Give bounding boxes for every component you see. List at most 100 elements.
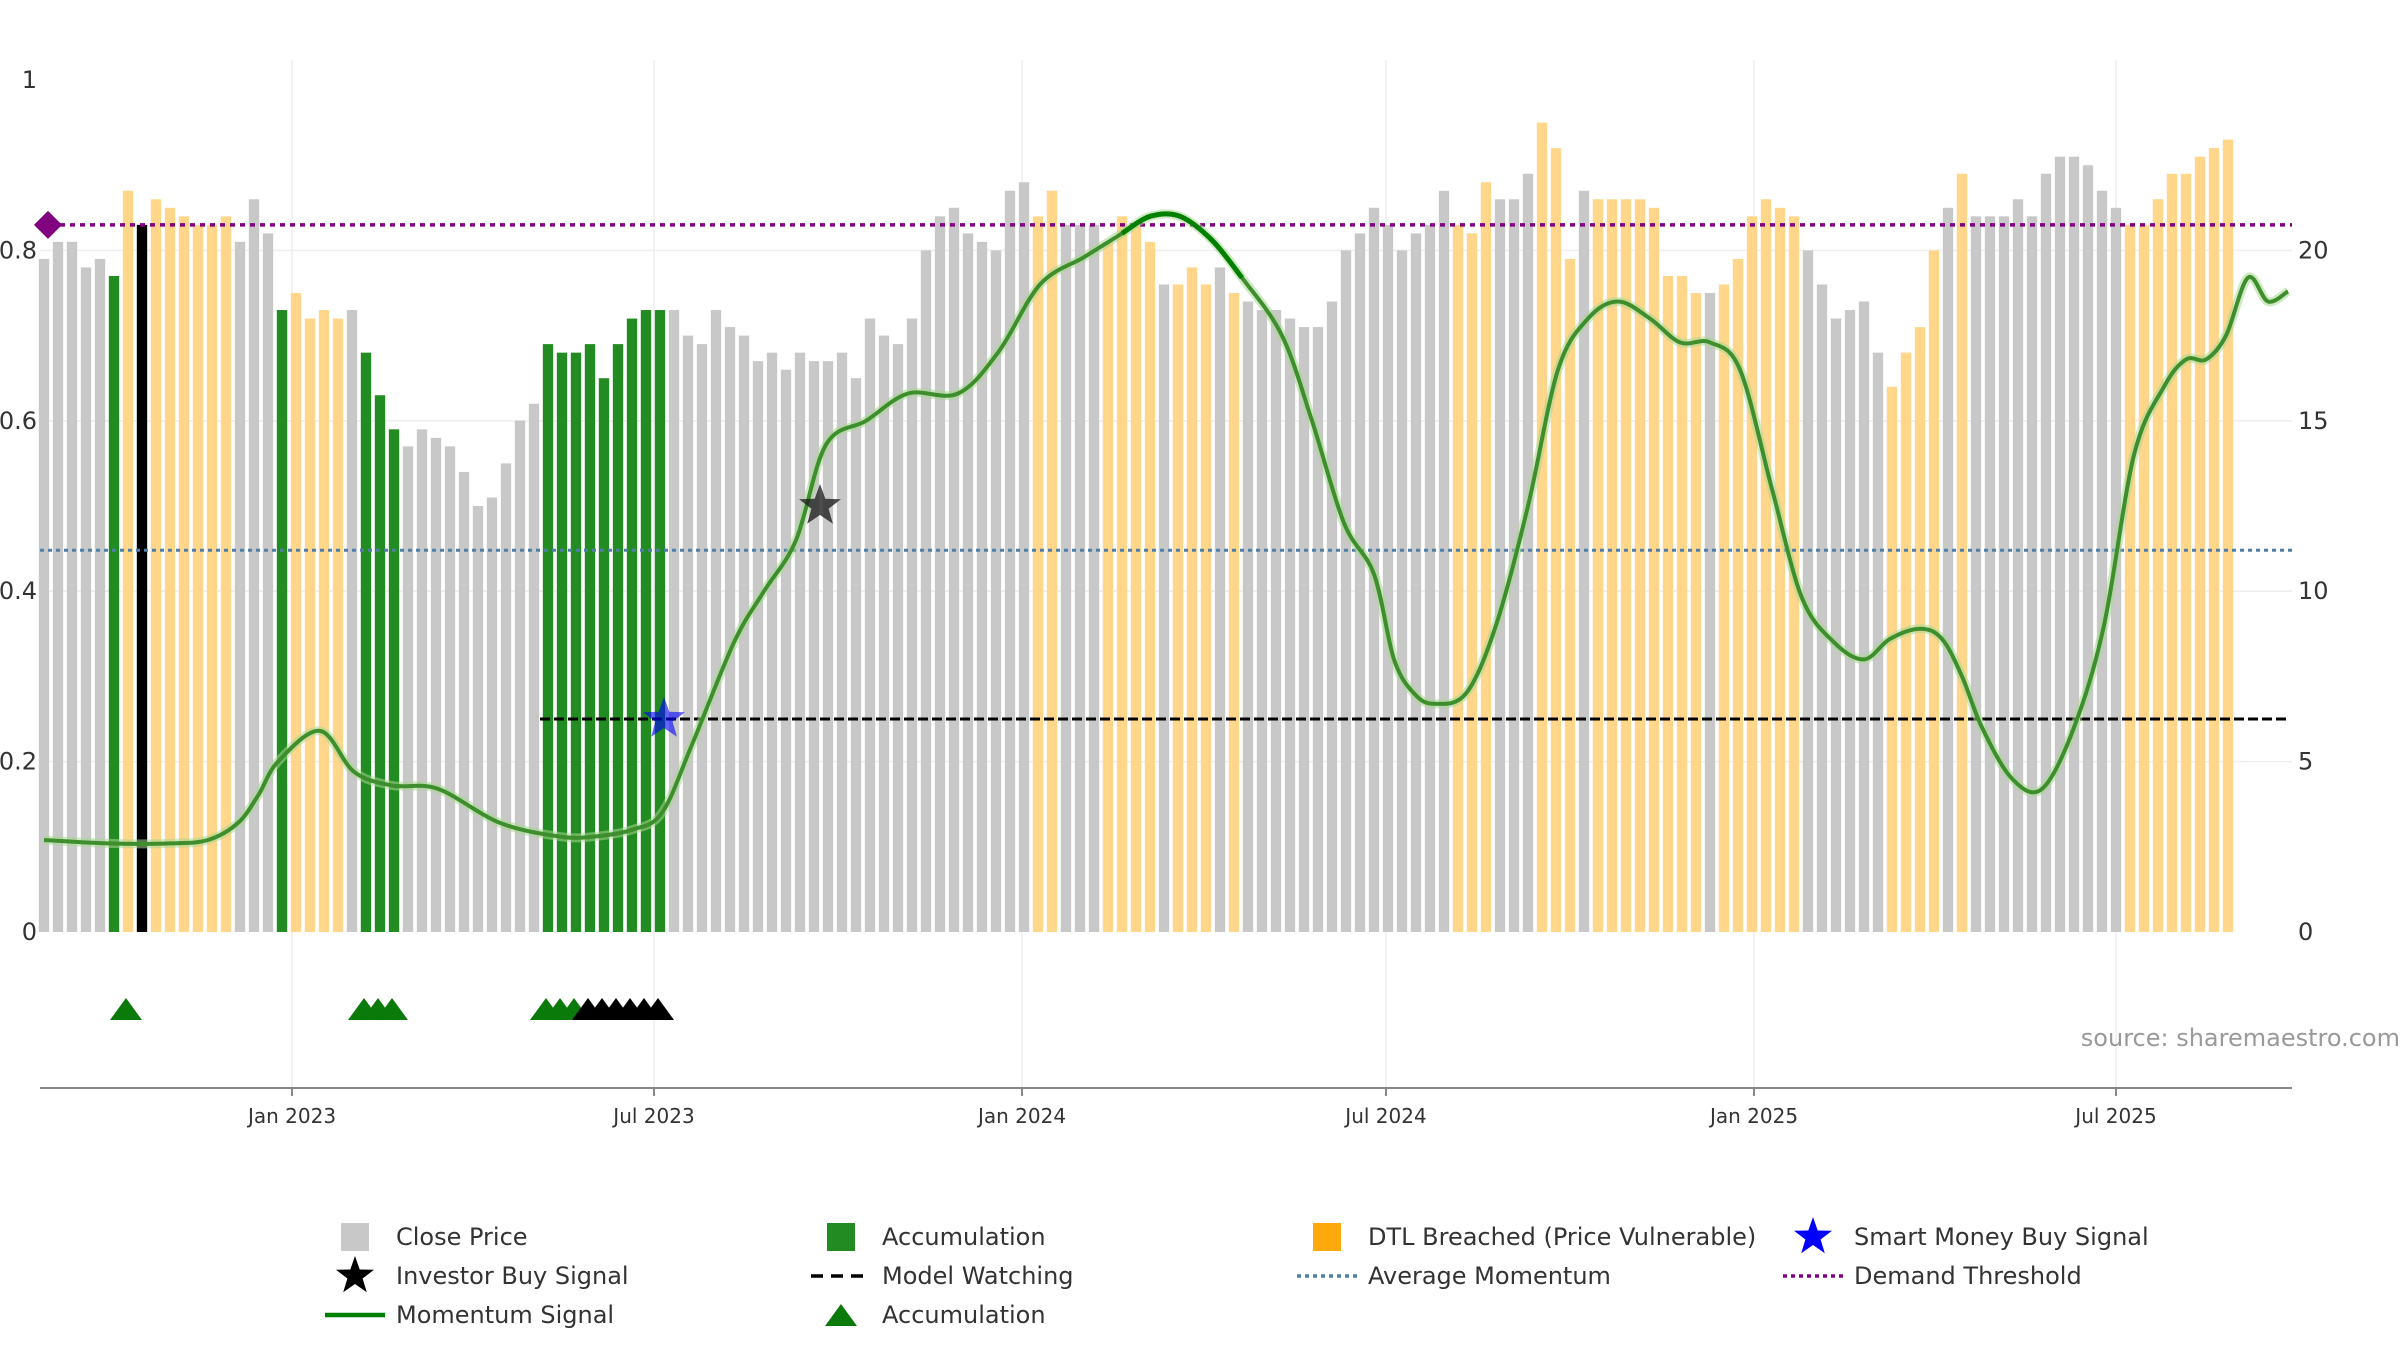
dtl-breached-bar: [1956, 173, 1968, 933]
dtl-breached-bar: [2180, 173, 2192, 933]
close-price-bar: [1998, 216, 2010, 932]
close-price-bar: [52, 241, 64, 932]
dtl-breached-bar: [1634, 199, 1646, 932]
accumulation-bar: [584, 344, 596, 932]
close-price-bar: [1970, 216, 1982, 932]
accumulation-triangle: [110, 998, 142, 1020]
y-tick-label: 1: [22, 66, 37, 94]
close-price-bar: [2040, 173, 2052, 933]
dtl-breached-bar: [290, 293, 302, 932]
accumulation-bar: [570, 352, 582, 932]
source-label: source: sharemaestro.com: [2081, 1024, 2400, 1052]
dtl-breached-bar: [2152, 199, 2164, 932]
close-price-bar: [430, 437, 442, 932]
dtl-breached-bar: [122, 190, 134, 932]
close-price-bar: [402, 446, 414, 932]
close-price-bar: [864, 318, 876, 932]
close-price-bar: [514, 420, 526, 932]
dtl-breached-bar: [1102, 241, 1114, 932]
close-price-bar: [1326, 301, 1338, 932]
close-price-bar: [472, 506, 484, 932]
close-price-bar: [1858, 301, 1870, 932]
close-price-bar: [1522, 173, 1534, 933]
close-price-bar: [850, 378, 862, 932]
accumulation-bar: [360, 352, 372, 932]
legend-model-watching-label: Model Watching: [882, 1262, 1074, 1290]
legend-smart-money-label: Smart Money Buy Signal: [1854, 1223, 2149, 1251]
dtl-breached-bar: [1186, 267, 1198, 932]
close-price-bar: [1284, 318, 1296, 932]
close-price-bar: [1942, 207, 1954, 933]
close-price-bar: [976, 241, 988, 932]
dtl-breached-bar: [1760, 199, 1772, 932]
close-price-bar: [1578, 190, 1590, 932]
close-price-bar: [1340, 250, 1352, 932]
y-tick-label: 0: [22, 918, 37, 946]
dtl-breached-bar: [1452, 224, 1464, 933]
close-price-bar: [346, 310, 358, 932]
close-price-bar: [1298, 327, 1310, 933]
close-price-bar: [990, 250, 1002, 932]
accumulation-bar: [108, 275, 120, 933]
close-price-bar: [794, 352, 806, 932]
dtl-breached-bar: [2208, 148, 2220, 932]
close-price-bar: [1802, 250, 1814, 932]
momentum-signal-line: [43, 211, 2290, 846]
dtl-breached-bar: [1676, 275, 1688, 933]
legend-momentum-signal-label: Momentum Signal: [396, 1301, 614, 1329]
x-tick-label: Jan 2023: [246, 1104, 336, 1128]
close-price-bar: [724, 327, 736, 933]
close-price-bar: [248, 199, 260, 932]
close-price-bar: [80, 267, 92, 932]
dtl-breached-bar: [318, 310, 330, 932]
dtl-breached-bar: [1718, 284, 1730, 933]
close-price-bar: [1214, 267, 1226, 932]
close-price-bar: [500, 463, 512, 932]
close-price-bar: [1410, 233, 1422, 933]
dtl-breached-bar: [1746, 216, 1758, 932]
dtl-breached-bar: [1130, 224, 1142, 933]
dtl-breached-bar: [1564, 258, 1576, 932]
y-tick-label: 0.2: [0, 748, 37, 776]
y2-tick-label: 20: [2298, 236, 2329, 264]
close-price-bar: [1256, 310, 1268, 932]
accumulation-bar: [626, 318, 638, 932]
close-price-bar: [94, 258, 106, 932]
legend-smart-money-swatch: [1794, 1217, 1832, 1254]
close-price-bar: [1830, 318, 1842, 932]
model-watching-triangle: [642, 998, 674, 1020]
dtl-breached-bar: [1592, 199, 1604, 932]
close-price-bar: [38, 258, 50, 932]
dtl-breached-bar: [1774, 207, 1786, 933]
close-price-bar: [416, 429, 428, 932]
close-price-bar: [1816, 284, 1828, 933]
legend-average-momentum-label: Average Momentum: [1368, 1262, 1611, 1290]
close-price-bar: [752, 361, 764, 932]
dtl-breached-bar: [164, 207, 176, 933]
close-price-bar: [2096, 190, 2108, 932]
momentum-signal-highlight: [1120, 211, 1244, 280]
accumulation-bar: [556, 352, 568, 932]
close-price-bar: [934, 216, 946, 932]
accumulation-bar: [276, 310, 288, 932]
x-tick-label: Jul 2025: [2073, 1104, 2156, 1128]
dtl-breached-bar: [2166, 173, 2178, 933]
close-price-bar: [836, 352, 848, 932]
close-price-bar: [262, 233, 274, 933]
close-price-bar: [1242, 301, 1254, 932]
demand-threshold-marker: [34, 210, 62, 239]
dtl-breached-bar: [304, 318, 316, 932]
accumulation-triangle: [376, 998, 408, 1020]
dtl-breached-bar: [1662, 275, 1674, 933]
dtl-breached-bar: [1648, 207, 1660, 933]
investor-buy-signal-star: [799, 484, 841, 524]
dtl-breached-bar: [1900, 352, 1912, 932]
accumulation-bar: [612, 344, 624, 932]
x-tick-label: Jul 2024: [1343, 1104, 1426, 1128]
accumulation-bar: [542, 344, 554, 932]
accumulation-bar: [388, 429, 400, 932]
close-price-bar: [1704, 293, 1716, 932]
legend-layer: Close Price Accumulation DTL Breached (Pri…: [325, 1217, 2149, 1329]
